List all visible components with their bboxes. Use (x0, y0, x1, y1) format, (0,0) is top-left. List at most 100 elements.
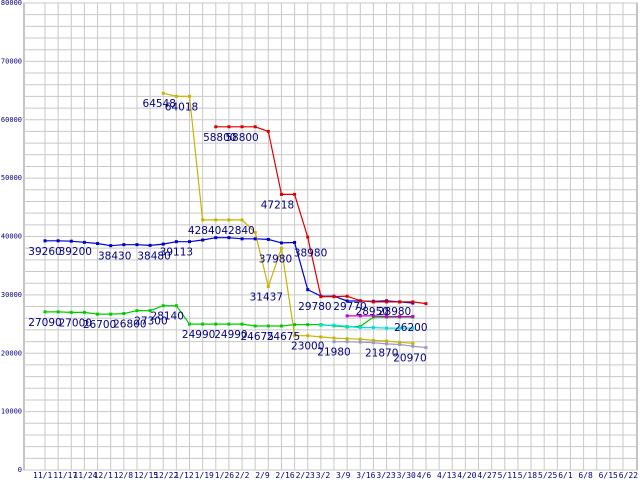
data-point (227, 218, 231, 222)
data-point (424, 346, 428, 350)
series-line (347, 315, 413, 318)
data-label: 23000 (291, 341, 324, 353)
data-label: 27300 (134, 316, 167, 328)
data-label: 21870 (365, 347, 398, 359)
data-label: 39200 (59, 246, 92, 258)
data-point (82, 310, 86, 314)
data-point (345, 340, 349, 344)
data-point (227, 322, 231, 326)
y-tick-label: 0 (18, 466, 22, 474)
y-axis: 0 10000 20000 30000 40000 50000 60000 70000 8000… (1, 0, 22, 474)
data-point (253, 125, 257, 129)
x-tick-label: 11/24 (73, 471, 97, 480)
data-label: 38480 (137, 250, 170, 262)
x-tick-label: 3/2 (316, 471, 331, 480)
data-point (240, 218, 244, 222)
y-tick-label: 20000 (1, 349, 22, 357)
data-point (293, 192, 297, 196)
x-tick-label: 1/19 (195, 471, 214, 480)
x-tick-label: 12/8 (114, 471, 133, 480)
data-point (266, 284, 270, 288)
data-point (174, 240, 178, 244)
data-label: 42840 (221, 225, 254, 237)
x-tick-label: 5/11 (498, 471, 517, 480)
data-label: 29770 (333, 301, 366, 313)
data-point (174, 94, 178, 98)
data-point (306, 288, 310, 292)
data-label: 64548 (143, 98, 176, 110)
data-point (43, 310, 47, 314)
y-tick-label: 30000 (1, 291, 22, 299)
data-point (332, 336, 336, 340)
x-tick-label: 2/9 (255, 471, 270, 480)
x-tick-label: 5/18 (518, 471, 537, 480)
data-point (279, 324, 283, 328)
data-point (56, 239, 60, 243)
data-point (96, 312, 100, 316)
data-label: 39260 (28, 246, 61, 258)
data-point (345, 299, 349, 303)
x-tick-label: 4/27 (477, 471, 496, 480)
x-tick-label: 1/26 (215, 471, 234, 480)
data-point (214, 322, 218, 326)
data-point (240, 322, 244, 326)
data-point (398, 326, 402, 330)
data-label: 24990 (214, 329, 247, 341)
data-point (266, 237, 270, 241)
data-point (293, 334, 297, 338)
data-point (148, 309, 152, 313)
data-label: 26800 (113, 319, 146, 331)
data-point (161, 242, 165, 246)
data-point (266, 324, 270, 328)
data-point (214, 236, 218, 240)
data-point (279, 192, 283, 196)
y-tick-label: 70000 (1, 57, 22, 65)
data-point (371, 341, 375, 345)
data-point (69, 310, 73, 314)
x-tick-label: 12/1 (94, 471, 113, 480)
data-point (201, 218, 205, 222)
x-tick-label: 2/23 (296, 471, 315, 480)
data-point (122, 243, 126, 247)
data-label: 38430 (98, 251, 131, 263)
y-tick-label: 10000 (1, 408, 22, 416)
data-point (371, 314, 375, 318)
y-tick-label: 60000 (1, 116, 22, 124)
data-point (358, 337, 362, 341)
data-point (56, 310, 60, 314)
data-point (319, 335, 323, 339)
data-point (424, 302, 428, 306)
x-tick-label: 11/1 (33, 471, 52, 480)
data-point (371, 338, 375, 342)
data-point (319, 295, 323, 299)
x-tick-label: 2/2 (235, 471, 250, 480)
data-point (161, 91, 165, 95)
data-label: 29780 (298, 301, 331, 313)
data-point (371, 300, 375, 304)
data-point (306, 334, 310, 338)
x-tick-label: 11/17 (53, 471, 77, 480)
data-point (240, 125, 244, 129)
data-label: 27000 (59, 317, 92, 329)
data-point (411, 314, 415, 318)
data-point (345, 294, 349, 298)
data-point (148, 243, 152, 247)
data-point (385, 326, 389, 330)
data-point (188, 322, 191, 326)
series-line (334, 341, 427, 349)
data-point (253, 230, 257, 234)
x-tick-label: 6/15 (599, 471, 618, 480)
data-point (109, 244, 113, 248)
data-label: 39113 (160, 247, 193, 259)
data-point (385, 300, 389, 304)
x-tick-label: 4/6 (417, 471, 432, 480)
data-point (227, 125, 231, 129)
data-point (398, 314, 402, 318)
data-point (385, 342, 389, 346)
data-point (279, 241, 283, 245)
data-point (253, 237, 257, 241)
data-point (385, 314, 389, 318)
data-point (385, 339, 389, 343)
data-point (358, 326, 362, 330)
